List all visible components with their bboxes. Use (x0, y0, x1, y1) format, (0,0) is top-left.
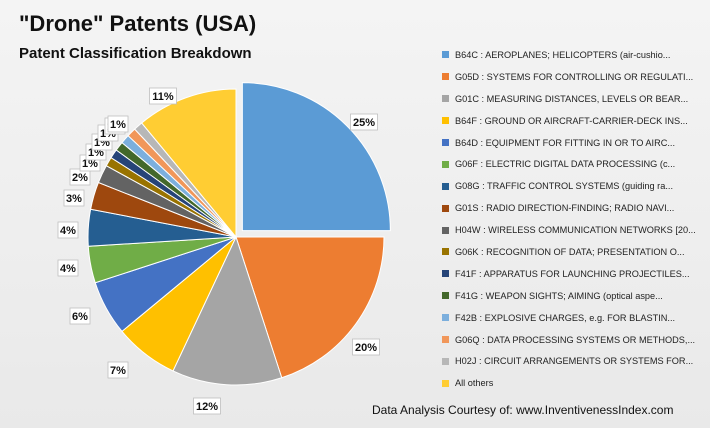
slice-label-text: 2% (72, 172, 88, 184)
legend-item: H02J : CIRCUIT ARRANGEMENTS OR SYSTEMS F… (442, 350, 704, 372)
legend-item: B64F : GROUND OR AIRCRAFT-CARRIER-DECK I… (442, 110, 704, 132)
legend-swatch (442, 95, 449, 103)
slice-label: 6% (69, 307, 91, 325)
legend-swatch (442, 51, 449, 59)
legend-swatch (442, 357, 449, 365)
legend-item: F41G : WEAPON SIGHTS; AIMING (optical as… (442, 285, 704, 307)
legend-swatch (442, 73, 449, 81)
slice-label-text: 25% (353, 117, 375, 129)
legend-swatch (442, 204, 449, 212)
legend-label: F41G : WEAPON SIGHTS; AIMING (optical as… (455, 290, 663, 301)
legend-item: G06F : ELECTRIC DIGITAL DATA PROCESSING … (442, 153, 704, 175)
slice-label: 4% (57, 259, 79, 277)
legend-swatch (442, 292, 449, 300)
legend-item: G01S : RADIO DIRECTION-FINDING; RADIO NA… (442, 197, 704, 219)
legend-label: H04W : WIRELESS COMMUNICATION NETWORKS [… (455, 225, 696, 236)
legend-item: H04W : WIRELESS COMMUNICATION NETWORKS [… (442, 219, 704, 241)
legend-swatch (442, 314, 449, 322)
slice-label: 1% (107, 115, 129, 133)
slice-label-text: 7% (110, 365, 126, 377)
legend-label: G06K : RECOGNITION OF DATA; PRESENTATION… (455, 246, 685, 257)
legend-item: B64C : AEROPLANES; HELICOPTERS (air-cush… (442, 44, 704, 66)
pie-slice (235, 236, 385, 379)
slice-label-text: 6% (72, 311, 88, 323)
slice-label: 2% (69, 168, 91, 186)
legend-swatch (442, 160, 449, 168)
legend-swatch (442, 117, 449, 125)
legend-swatch (442, 379, 449, 387)
legend-item: G08G : TRAFFIC CONTROL SYSTEMS (guiding … (442, 175, 704, 197)
slice-label-text: 4% (60, 225, 76, 237)
pie-slice (241, 82, 391, 232)
legend-label: F42B : EXPLOSIVE CHARGES, e.g. FOR BLAST… (455, 312, 676, 323)
slice-label-text: 4% (60, 263, 76, 275)
legend-item: G06K : RECOGNITION OF DATA; PRESENTATION… (442, 241, 704, 263)
legend-label: G08G : TRAFFIC CONTROL SYSTEMS (guiding … (455, 181, 674, 192)
slice-label-text: 20% (355, 342, 377, 354)
legend-label: B64C : AEROPLANES; HELICOPTERS (air-cush… (455, 49, 671, 60)
legend-label: B64F : GROUND OR AIRCRAFT-CARRIER-DECK I… (455, 115, 688, 126)
slice-label: 12% (193, 397, 221, 415)
legend-item: G06Q : DATA PROCESSING SYSTEMS OR METHOD… (442, 329, 704, 351)
pie-slice (172, 235, 283, 386)
legend-swatch (442, 226, 449, 234)
legend-item: B64D : EQUIPMENT FOR FITTING IN OR TO AI… (442, 132, 704, 154)
legend-item: F41F : APPARATUS FOR LAUNCHING PROJECTIL… (442, 263, 704, 285)
slice-label-text: 11% (152, 91, 174, 103)
legend-label: B64D : EQUIPMENT FOR FITTING IN OR TO AI… (455, 137, 676, 148)
legend-label: H02J : CIRCUIT ARRANGEMENTS OR SYSTEMS F… (455, 356, 694, 367)
chart-title: "Drone" Patents (USA) (19, 11, 257, 36)
legend-item: All others (442, 372, 704, 394)
slice-label: 4% (57, 221, 79, 239)
legend-swatch (442, 248, 449, 256)
legend: B64C : AEROPLANES; HELICOPTERS (air-cush… (442, 44, 704, 394)
chart-subtitle: Patent Classification Breakdown (19, 45, 252, 62)
legend-item: F42B : EXPLOSIVE CHARGES, e.g. FOR BLAST… (442, 307, 704, 329)
legend-label: G01S : RADIO DIRECTION-FINDING; RADIO NA… (455, 203, 675, 214)
legend-label: G01C : MEASURING DISTANCES, LEVELS OR BE… (455, 93, 689, 104)
legend-label: G06F : ELECTRIC DIGITAL DATA PROCESSING … (455, 159, 676, 170)
legend-swatch (442, 336, 449, 344)
legend-item: G01C : MEASURING DISTANCES, LEVELS OR BE… (442, 88, 704, 110)
slice-label-text: 12% (196, 401, 218, 413)
footer-credit: Data Analysis Courtesy of: www.Inventive… (372, 403, 674, 417)
legend-item: G05D : SYSTEMS FOR CONTROLLING OR REGULA… (442, 66, 704, 88)
legend-label: All others (455, 378, 494, 389)
legend-swatch (442, 139, 449, 146)
legend-label: F41F : APPARATUS FOR LAUNCHING PROJECTIL… (455, 268, 690, 279)
slice-label-text: 1% (110, 119, 126, 131)
slice-label-text: 1% (82, 158, 98, 170)
legend-label: G06Q : DATA PROCESSING SYSTEMS OR METHOD… (455, 334, 696, 345)
pie-slice (140, 88, 237, 239)
legend-swatch (442, 182, 449, 190)
slice-label: 3% (63, 189, 85, 207)
legend-swatch (442, 270, 449, 278)
slice-label-text: 3% (66, 193, 82, 205)
slice-label: 20% (352, 338, 380, 356)
slice-label: 7% (107, 361, 129, 379)
slice-label: 11% (149, 87, 177, 105)
legend-label: G05D : SYSTEMS FOR CONTROLLING OR REGULA… (455, 71, 694, 82)
slice-label: 25% (350, 113, 378, 131)
